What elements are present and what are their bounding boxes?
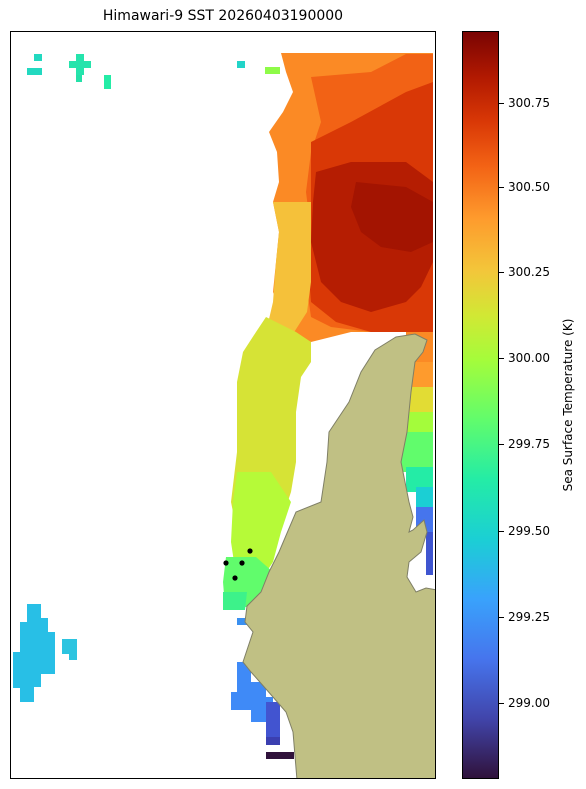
sst-pixels-north-scatter [27, 54, 280, 89]
sst-map-panel[interactable] [10, 31, 436, 779]
station-marker [223, 560, 229, 566]
colorbar-tick [499, 103, 504, 104]
sst-map [13, 53, 435, 778]
map-title: Himawari-9 SST 20260403190000 [102, 8, 344, 24]
sst-field-east [269, 53, 433, 397]
station-marker [247, 548, 253, 554]
station-marker [239, 560, 245, 566]
colorbar-tick-label: 299.00 [508, 696, 550, 710]
sst-field-west-patch [13, 604, 247, 702]
colorbar-label: Sea Surface Temperature (K) [561, 318, 575, 492]
station-marker [232, 575, 238, 581]
colorbar-tick [499, 444, 504, 445]
sst-field-coastal-plume [223, 202, 311, 610]
colorbar-tick [499, 358, 504, 359]
colorbar-tick [499, 272, 504, 273]
colorbar-tick-label: 300.00 [508, 351, 550, 365]
colorbar-tick-label: 300.75 [508, 96, 550, 110]
colorbar-tick [499, 531, 504, 532]
colorbar-tick [499, 187, 504, 188]
colorbar-tick [499, 703, 504, 704]
colorbar-tick-label: 300.50 [508, 180, 550, 194]
colorbar-tick-label: 299.50 [508, 524, 550, 538]
land-peninsula [242, 333, 435, 778]
colorbar [462, 31, 499, 779]
colorbar-tick-label: 300.25 [508, 265, 550, 279]
sst-field-south [231, 662, 294, 759]
colorbar-tick-label: 299.75 [508, 437, 550, 451]
station-markers [223, 548, 253, 581]
colorbar-tick [499, 617, 504, 618]
colorbar-tick-label: 299.25 [508, 610, 550, 624]
